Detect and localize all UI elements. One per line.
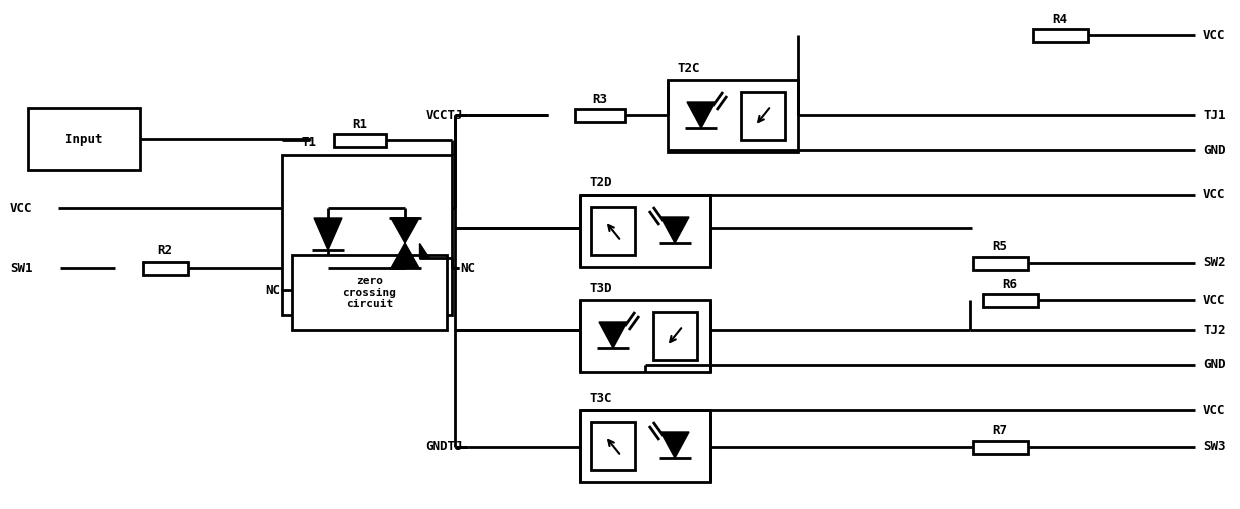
Text: T2C: T2C xyxy=(678,62,701,74)
Text: TJ1: TJ1 xyxy=(1203,108,1225,122)
Text: R7: R7 xyxy=(992,425,1007,438)
Text: VCC: VCC xyxy=(1203,29,1225,42)
Polygon shape xyxy=(391,243,419,268)
Text: GNDTJ: GNDTJ xyxy=(425,440,463,454)
Bar xyxy=(1033,29,1087,42)
Text: SW1: SW1 xyxy=(10,262,32,274)
Text: Input: Input xyxy=(66,132,103,146)
Polygon shape xyxy=(661,432,689,458)
Bar xyxy=(668,80,799,152)
Text: VCC: VCC xyxy=(10,202,32,214)
Polygon shape xyxy=(314,218,342,250)
Text: TJ2: TJ2 xyxy=(1203,324,1225,336)
Bar xyxy=(281,155,453,315)
Text: GND: GND xyxy=(1203,358,1225,372)
Bar xyxy=(580,300,711,372)
Bar xyxy=(982,294,1038,306)
Bar xyxy=(742,92,785,140)
Bar xyxy=(291,255,446,330)
Bar xyxy=(334,133,386,147)
Text: R6: R6 xyxy=(1002,277,1018,291)
Polygon shape xyxy=(687,102,715,128)
Bar xyxy=(653,312,697,360)
Bar xyxy=(575,108,625,122)
Text: SW2: SW2 xyxy=(1203,257,1225,269)
Text: T2D: T2D xyxy=(590,177,613,189)
Text: VCC: VCC xyxy=(1203,404,1225,416)
Text: T3D: T3D xyxy=(590,281,613,295)
Bar xyxy=(972,440,1028,454)
Text: R4: R4 xyxy=(1053,13,1068,25)
Polygon shape xyxy=(661,217,689,243)
Text: R1: R1 xyxy=(352,118,367,130)
Text: zero
crossing
circuit: zero crossing circuit xyxy=(342,276,397,309)
Text: R5: R5 xyxy=(992,240,1007,253)
Polygon shape xyxy=(391,218,419,243)
Text: VCCTJ: VCCTJ xyxy=(425,108,463,122)
Bar xyxy=(580,195,711,267)
Bar xyxy=(591,207,635,255)
Text: VCC: VCC xyxy=(1203,294,1225,306)
Polygon shape xyxy=(599,322,627,348)
Text: SW3: SW3 xyxy=(1203,440,1225,454)
Text: VCC: VCC xyxy=(1203,188,1225,202)
Text: NC: NC xyxy=(265,284,280,297)
Text: T1: T1 xyxy=(303,136,317,150)
Bar xyxy=(29,108,140,170)
Bar xyxy=(580,410,711,482)
Text: R3: R3 xyxy=(593,93,608,105)
Text: GND: GND xyxy=(1203,144,1225,156)
Text: NC: NC xyxy=(460,262,475,274)
Bar xyxy=(143,262,187,274)
Polygon shape xyxy=(419,243,429,258)
Text: R2: R2 xyxy=(157,243,172,257)
Bar xyxy=(591,422,635,470)
Text: T3C: T3C xyxy=(590,391,613,405)
Bar xyxy=(972,257,1028,269)
